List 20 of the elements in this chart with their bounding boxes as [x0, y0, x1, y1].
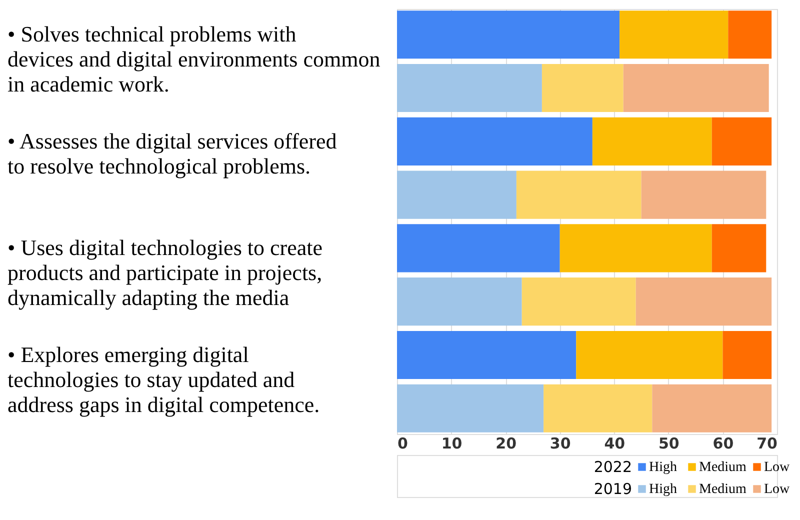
y-tick-label: • Assesses the digital services offered to resolve technological problems. — [8, 128, 337, 178]
legend-label: Medium — [699, 460, 747, 475]
x-tick-label: 70 — [756, 434, 778, 452]
legend-label: Medium — [699, 482, 747, 497]
x-tick-label: 20 — [496, 434, 517, 452]
legend-label: High — [649, 482, 677, 497]
y-tick-label: • Uses digital technologies to create products and participate in projects, dynamically adapting the media — [8, 235, 322, 310]
x-tick-label: 0 — [398, 434, 408, 452]
x-tick-label: 40 — [604, 434, 626, 452]
y-tick-label: • Solves technical problems with devices and digital environments common in academic work. — [8, 22, 380, 97]
legend-label: Low — [764, 482, 791, 497]
x-tick-label: 50 — [658, 434, 680, 452]
text: 2019 — [594, 480, 632, 498]
legend-label: High — [649, 460, 677, 475]
legend-label: Low — [764, 460, 791, 475]
x-tick-label: 10 — [441, 434, 462, 452]
x-tick-label: 30 — [550, 434, 571, 452]
y-tick-label: • Explores emerging digital technologies to stay updated and address gaps in digital competence. — [8, 342, 320, 417]
x-tick-label: 60 — [712, 434, 734, 452]
text: 2022 — [594, 458, 632, 476]
